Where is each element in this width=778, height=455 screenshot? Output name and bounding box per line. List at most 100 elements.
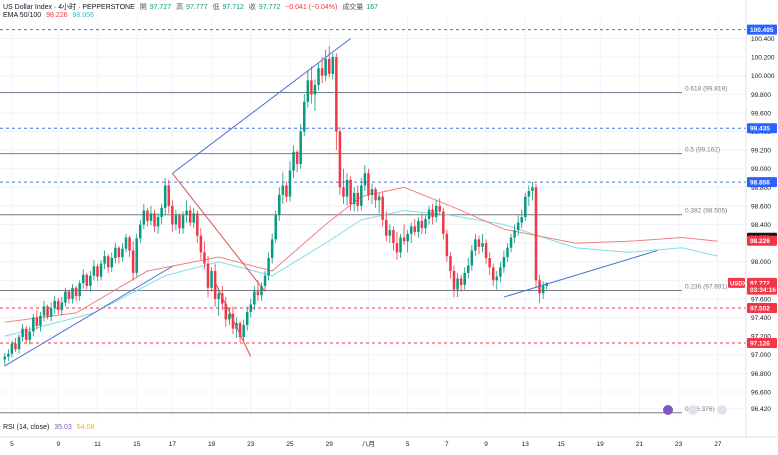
symbol-badge[interactable] [728,277,745,288]
candle-body[interactable] [71,287,74,299]
candle-body[interactable] [327,58,331,74]
candle-body[interactable] [242,324,245,338]
candle-body[interactable] [60,302,64,311]
candle-body[interactable] [420,220,424,229]
candle-body[interactable] [338,131,342,188]
candle-body[interactable] [67,291,71,299]
candle-body[interactable] [434,205,438,218]
candle-body[interactable] [238,323,242,338]
candle-body[interactable] [124,237,128,249]
candle-body[interactable] [442,211,445,234]
candle-body[interactable] [21,328,24,338]
candle-body[interactable] [481,243,484,247]
candle-body[interactable] [85,274,89,286]
candle-body[interactable] [310,80,313,95]
candle-body[interactable] [46,306,49,317]
candle-body[interactable] [474,239,477,251]
candle-body[interactable] [438,205,441,212]
candle-body[interactable] [463,272,466,285]
candle-body[interactable] [153,213,156,227]
candle-body[interactable] [163,185,167,208]
trendline-falling-wedge-lower[interactable] [214,281,252,357]
candle-body[interactable] [374,189,377,201]
rsi-legend[interactable]: RSI (14, close) 35.03 54.08 [3,424,97,431]
candle-body[interactable] [292,151,295,171]
candle-body[interactable] [524,196,527,218]
candle-body[interactable] [213,271,217,299]
candle-body[interactable] [78,283,81,297]
candle-body[interactable] [502,257,506,268]
candle-body[interactable] [413,226,417,232]
candle-body[interactable] [385,219,388,236]
candle-body[interactable] [181,215,185,229]
candle-body[interactable] [331,57,335,74]
candle-body[interactable] [278,194,281,216]
price-tag[interactable] [747,338,777,349]
candle-body[interactable] [324,58,327,76]
price-axis[interactable] [746,0,778,450]
candle-body[interactable] [288,170,292,197]
candle-body[interactable] [263,275,267,286]
candle-body[interactable] [24,328,28,340]
candle-body[interactable] [509,237,513,248]
candle-body[interactable] [477,239,481,247]
candle-body[interactable] [409,226,413,234]
candle-body[interactable] [534,187,538,281]
candle-body[interactable] [139,224,142,239]
candle-body[interactable] [256,291,260,296]
candle-body[interactable] [146,210,149,221]
candle-body[interactable] [445,233,449,257]
candle-body[interactable] [74,287,78,297]
candle-body[interactable] [192,213,195,223]
candle-body[interactable] [527,191,531,197]
trendline-rising-support[interactable] [4,265,173,367]
candle-body[interactable] [491,267,495,281]
candle-body[interactable] [431,209,434,218]
candle-body[interactable] [203,252,206,264]
candle-body[interactable] [174,215,178,225]
candle-body[interactable] [406,233,409,242]
candle-body[interactable] [178,215,181,229]
candle-body[interactable] [17,337,21,350]
candle-body[interactable] [320,68,324,76]
trendline-falling-wedge-upper[interactable] [171,173,266,292]
candle-body[interactable] [313,84,317,95]
candle-body[interactable] [281,185,285,195]
candle-body[interactable] [92,266,96,276]
candle-body[interactable] [135,238,138,273]
candle-body[interactable] [285,185,288,197]
candle-body[interactable] [49,308,53,317]
ema-legend[interactable]: EMA 50/100 98.226 98.056 [3,12,97,19]
candle-body[interactable] [106,256,110,268]
candle-body[interactable] [217,293,220,299]
candle-body[interactable] [110,258,113,268]
candle-body[interactable] [424,218,427,229]
candle-body[interactable] [7,353,10,357]
candle-body[interactable] [303,101,306,132]
candle-body[interactable] [459,278,463,285]
candle-body[interactable] [352,192,356,205]
trendline-rising-channel-top[interactable] [172,38,351,174]
candle-body[interactable] [89,275,92,286]
candle-body[interactable] [156,217,160,227]
candle-body[interactable] [185,210,188,216]
candle-body[interactable] [149,213,153,221]
candle-body[interactable] [395,243,399,253]
candle-body[interactable] [267,258,270,276]
candle-body[interactable] [167,185,171,206]
candle-body[interactable] [260,285,263,296]
economic-event-flag-icon[interactable] [688,405,698,415]
candle-body[interactable] [96,266,99,277]
candle-body[interactable] [14,343,17,350]
candle-body[interactable] [53,300,56,309]
price-tag[interactable] [747,123,777,134]
candle-body[interactable] [196,213,199,236]
candle-body[interactable] [516,222,520,231]
candle-body[interactable] [253,291,256,305]
candle-body[interactable] [467,265,470,273]
symbol-title[interactable]: US Dollar Index · 4小时 · PEPPERSTONE [3,4,135,11]
event-lightning-icon[interactable] [663,405,673,415]
candle-body[interactable] [392,230,395,244]
